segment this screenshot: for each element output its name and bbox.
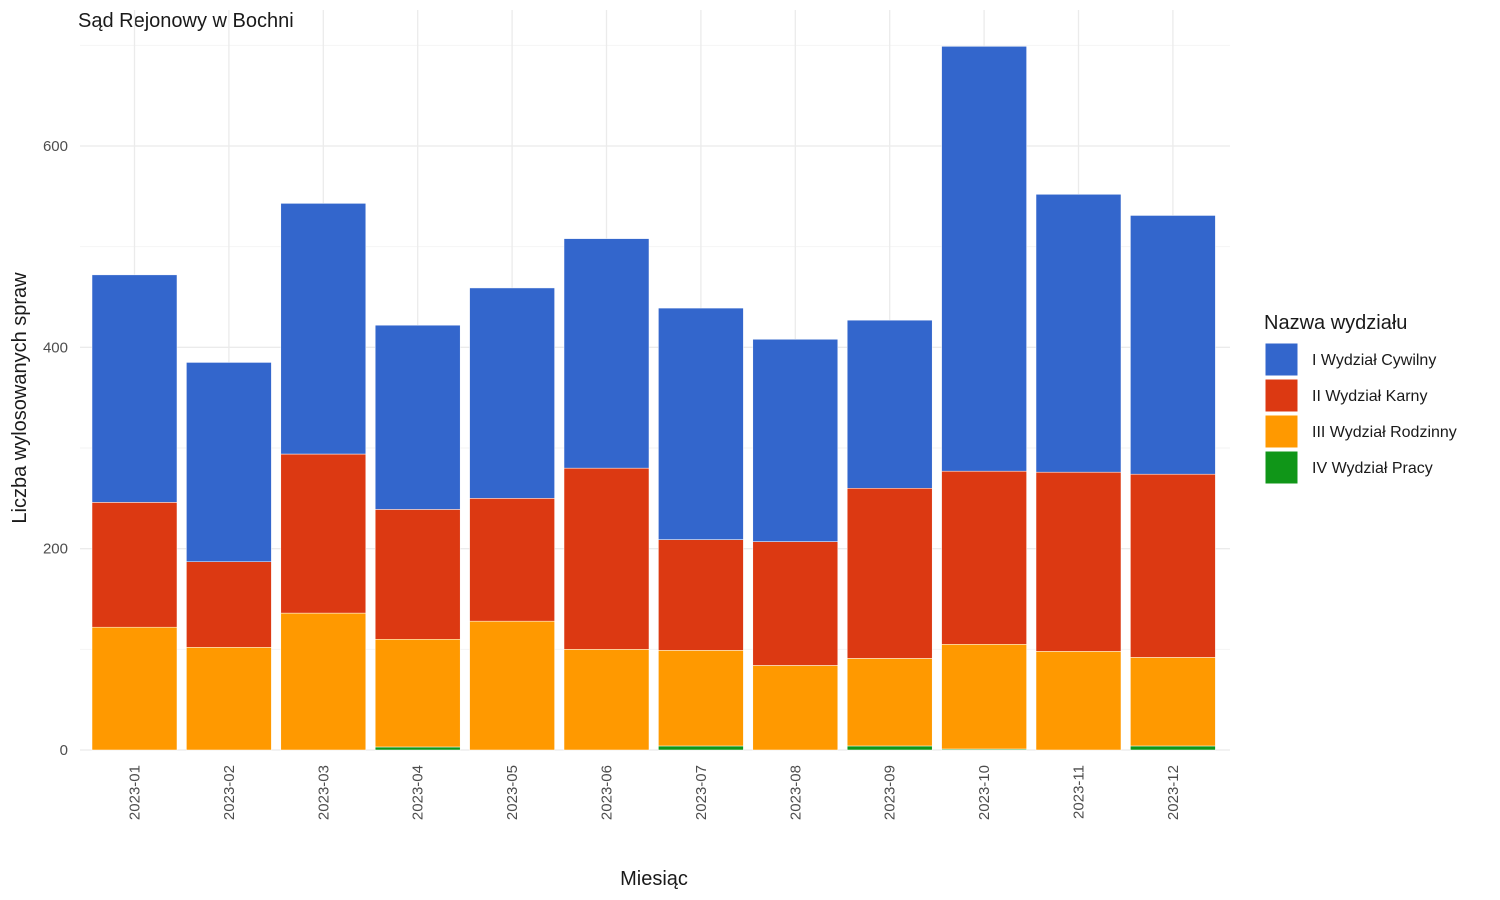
legend-key [1264, 378, 1299, 413]
bar-segment: 2023-04 — IV Wydział Pracy: 3 [374, 746, 461, 751]
x-tick-label: 2023-09 [882, 765, 899, 820]
bar-segment: 2023-10 — II Wydział Karny: 172 [941, 470, 1027, 645]
bar-segment: 2023-03 — III Wydział Rodzinny: 136 [280, 612, 367, 751]
bar-segment: 2023-07 — I Wydział Cywilny: 230 [658, 307, 744, 540]
legend-key [1264, 414, 1299, 449]
bar-segment: 2023-07 — II Wydział Karny: 110 [658, 539, 744, 651]
y-tick-label: 200 [43, 541, 68, 558]
bar-segment: 2023-11 — I Wydział Cywilny: 276 [1035, 194, 1122, 473]
y-axis-ticks: 0 200 400 600 [43, 138, 68, 759]
bar-segment: 2023-12 — I Wydział Cywilny: 257 [1130, 215, 1216, 475]
bar-segment: 2023-09 — IV Wydział Pracy: 4 [846, 745, 933, 751]
bar-segment: 2023-08 — I Wydział Cywilny: 201 [752, 339, 839, 542]
legend-key [1264, 450, 1299, 485]
legend-title: Nazwa wydziału [1264, 312, 1407, 334]
legend: Nazwa wydziału I Wydział Cywilny II Wydzi… [1264, 312, 1457, 485]
bar-segment: 2023-02 — I Wydział Cywilny: 198 [186, 362, 272, 563]
x-tick-label: 2023-10 [976, 765, 993, 820]
bar-segment: 2023-12 — II Wydział Karny: 182 [1130, 473, 1216, 658]
chart-title: Sąd Rejonowy w Bochni [78, 10, 294, 32]
legend-label: III Wydział Rodzinny [1312, 424, 1457, 441]
bar-segment: 2023-08 — II Wydział Karny: 123 [752, 541, 839, 666]
bar-segment: 2023-10 — III Wydział Rodzinny: 104 [941, 644, 1027, 750]
bar-segment: 2023-06 — I Wydział Cywilny: 228 [563, 238, 650, 469]
x-tick-label: 2023-08 [787, 765, 804, 820]
bar-segment: 2023-12 — III Wydział Rodzinny: 88 [1130, 657, 1216, 747]
bar-segment: 2023-12 — IV Wydział Pracy: 4 [1130, 745, 1216, 751]
bar-segment: 2023-09 — II Wydział Karny: 169 [846, 488, 933, 659]
legend-label: IV Wydział Pracy [1312, 460, 1433, 477]
bar-segment: 2023-11 — II Wydział Karny: 178 [1035, 471, 1122, 652]
bar-segment: 2023-09 — I Wydział Cywilny: 167 [846, 319, 933, 489]
x-tick-label: 2023-05 [504, 765, 521, 820]
bar-segment: 2023-04 — I Wydział Cywilny: 183 [374, 324, 461, 510]
x-tick-label: 2023-01 [127, 765, 144, 820]
bar-segment: 2023-02 — II Wydział Karny: 85 [186, 561, 272, 648]
bar-segment: 2023-04 — III Wydział Rodzinny: 107 [374, 639, 461, 748]
legend-label: I Wydział Cywilny [1312, 352, 1436, 369]
x-tick-label: 2023-04 [410, 765, 427, 820]
bar-segment: 2023-01 — II Wydział Karny: 124 [91, 502, 178, 628]
bar-segment: 2023-11 — III Wydział Rodzinny: 98 [1035, 651, 1122, 751]
y-tick-label: 400 [43, 339, 68, 356]
bar-segment: 2023-05 — II Wydział Karny: 122 [469, 498, 555, 622]
x-tick-label: 2023-11 [1071, 765, 1088, 819]
bar-segment: 2023-09 — III Wydział Rodzinny: 87 [846, 658, 933, 747]
bars: 2023-01 — III Wydział Rodzinny: 1222023-… [91, 46, 1216, 751]
x-tick-label: 2023-07 [693, 765, 710, 820]
bar-segment: 2023-03 — II Wydział Karny: 158 [280, 453, 367, 614]
bar-segment: 2023-03 — I Wydział Cywilny: 249 [280, 203, 367, 455]
x-tick-label: 2023-12 [1165, 765, 1182, 820]
bar-segment: 2023-05 — III Wydział Rodzinny: 128 [469, 620, 555, 751]
x-axis-title: Miesiąc [620, 868, 688, 890]
x-tick-label: 2023-03 [315, 765, 332, 820]
y-axis-title: Liczba wylosowanych spraw [9, 272, 31, 524]
bar-segment: 2023-07 — III Wydział Rodzinny: 95 [658, 650, 744, 747]
legend-label: II Wydział Karny [1312, 388, 1427, 405]
x-tick-label: 2023-06 [599, 765, 616, 820]
bar-segment: 2023-10 — I Wydział Cywilny: 422 [941, 46, 1027, 472]
y-tick-label: 600 [43, 138, 68, 155]
bar-segment: 2023-01 — III Wydział Rodzinny: 122 [91, 626, 178, 751]
x-tick-label: 2023-02 [221, 765, 238, 820]
bar-segment: 2023-05 — I Wydział Cywilny: 209 [469, 287, 555, 499]
bar-segment: 2023-08 — III Wydział Rodzinny: 84 [752, 665, 839, 751]
bar-segment: 2023-06 — III Wydział Rodzinny: 100 [563, 649, 650, 751]
bar-segment: 2023-04 — II Wydział Karny: 129 [374, 509, 461, 640]
legend-key [1264, 342, 1299, 377]
bar-segment: 2023-07 — IV Wydział Pracy: 4 [658, 745, 744, 751]
bar-segment: 2023-01 — I Wydział Cywilny: 226 [91, 274, 178, 503]
y-tick-label: 0 [60, 742, 68, 759]
bar-segment: 2023-02 — III Wydział Rodzinny: 102 [186, 647, 272, 751]
bar-segment: 2023-06 — II Wydział Karny: 180 [563, 467, 650, 650]
x-axis-ticks: 2023-01 2023-02 2023-03 2023-04 2023-05 2023-… [127, 765, 1182, 820]
